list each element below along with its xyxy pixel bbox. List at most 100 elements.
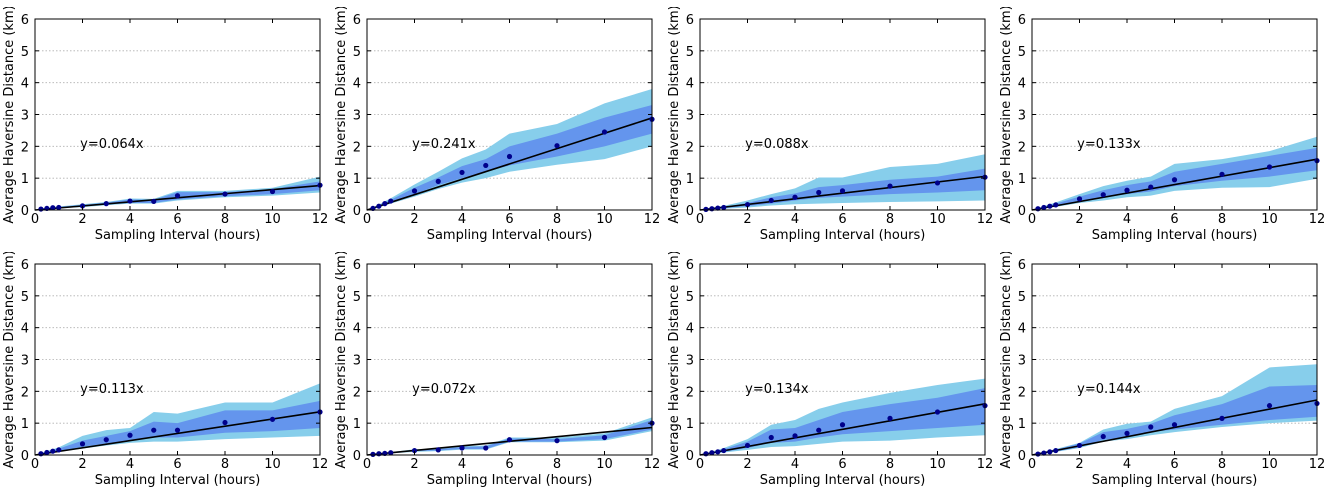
data-point: [709, 206, 715, 212]
data-point: [459, 169, 465, 176]
x-tick-label: 10: [596, 212, 613, 227]
x-tick-label: 0: [1028, 212, 1036, 227]
x-tick-label: 0: [363, 457, 371, 472]
x-tick-label: 10: [596, 457, 613, 472]
y-tick-label: 4: [353, 322, 361, 337]
x-axis-label: Sampling Interval (hours): [427, 473, 593, 488]
y-axis-label: Average Haversine Distance (km): [667, 252, 682, 469]
y-tick-label: 3: [1018, 354, 1026, 369]
x-tick-label: 0: [1028, 457, 1036, 472]
data-point: [269, 416, 276, 422]
data-point: [1035, 451, 1041, 457]
y-tick-label: 1: [686, 417, 694, 432]
x-tick-label: 6: [838, 212, 846, 227]
y-tick-label: 0: [21, 204, 29, 219]
y-tick-label: 3: [353, 354, 361, 369]
data-point: [887, 183, 893, 189]
data-point: [721, 204, 727, 211]
data-point: [435, 178, 441, 184]
x-axis-label: Sampling Interval (hours): [760, 228, 926, 243]
x-tick-label: 2: [743, 212, 751, 227]
data-point: [506, 153, 513, 160]
data-point: [1124, 187, 1130, 193]
outer-confidence-band: [700, 154, 985, 210]
data-point: [839, 422, 846, 428]
y-tick-label: 0: [1018, 204, 1026, 219]
y-tick-label: 4: [353, 77, 361, 92]
x-tick-label: 6: [838, 457, 846, 472]
x-tick-label: 2: [743, 457, 751, 472]
data-point: [792, 194, 798, 200]
x-tick-label: 10: [929, 457, 946, 472]
data-point: [411, 447, 418, 454]
data-point: [174, 193, 181, 199]
x-axis-label: Sampling Interval (hours): [1092, 473, 1258, 488]
x-axis-label: Sampling Interval (hours): [1092, 228, 1258, 243]
y-tick-label: 4: [21, 77, 29, 92]
x-tick-label: 4: [791, 212, 799, 227]
y-tick-label: 4: [686, 322, 694, 337]
data-point: [934, 180, 941, 186]
y-tick-label: 6: [686, 258, 694, 273]
y-tick-label: 1: [353, 172, 361, 187]
x-tick-label: 2: [410, 457, 418, 472]
y-tick-label: 6: [353, 258, 361, 273]
data-point: [38, 206, 44, 212]
data-point: [768, 434, 774, 441]
y-tick-label: 3: [21, 109, 29, 124]
x-tick-label: 12: [644, 457, 659, 472]
data-point: [1041, 450, 1047, 456]
data-point: [79, 441, 86, 447]
x-tick-label: 8: [886, 457, 894, 472]
data-point: [703, 206, 709, 212]
y-tick-label: 6: [686, 13, 694, 28]
data-point: [79, 203, 86, 209]
equation-annotation: y=0.072x: [412, 382, 476, 397]
data-point: [715, 205, 721, 211]
x-tick-label: 6: [505, 212, 513, 227]
data-point: [839, 188, 846, 194]
y-tick-label: 2: [353, 140, 361, 155]
data-point: [483, 162, 489, 169]
x-tick-label: 6: [1170, 212, 1178, 227]
x-tick-label: 6: [1170, 457, 1178, 472]
equation-annotation: y=0.113x: [80, 382, 144, 397]
data-point: [1035, 206, 1041, 212]
y-tick-label: 5: [21, 45, 29, 60]
equation-annotation: y=0.088x: [745, 137, 809, 152]
data-point: [1041, 204, 1047, 211]
x-tick-label: 2: [78, 212, 86, 227]
data-point: [1076, 442, 1083, 449]
data-point: [50, 448, 56, 454]
x-tick-label: 12: [312, 212, 327, 227]
y-tick-label: 1: [353, 417, 361, 432]
equation-annotation: y=0.241x: [412, 137, 476, 152]
x-tick-label: 6: [505, 457, 513, 472]
y-tick-label: 1: [686, 172, 694, 187]
x-tick-label: 0: [696, 212, 704, 227]
data-point: [127, 198, 133, 204]
data-point: [411, 188, 418, 194]
y-tick-label: 5: [686, 45, 694, 60]
data-point: [1124, 430, 1130, 436]
data-point: [56, 447, 62, 453]
y-tick-label: 5: [353, 290, 361, 305]
x-tick-label: 4: [1123, 212, 1131, 227]
x-axis-label: Sampling Interval (hours): [427, 228, 593, 243]
y-tick-label: 5: [353, 45, 361, 60]
data-point: [601, 434, 608, 441]
x-tick-label: 12: [977, 457, 992, 472]
data-point: [103, 201, 109, 207]
y-tick-label: 0: [686, 449, 694, 464]
data-point: [1171, 177, 1178, 183]
data-point: [1100, 192, 1106, 198]
inner-confidence-band: [700, 388, 985, 455]
x-tick-label: 12: [644, 212, 659, 227]
data-point: [1266, 403, 1273, 409]
data-point: [1053, 202, 1059, 208]
